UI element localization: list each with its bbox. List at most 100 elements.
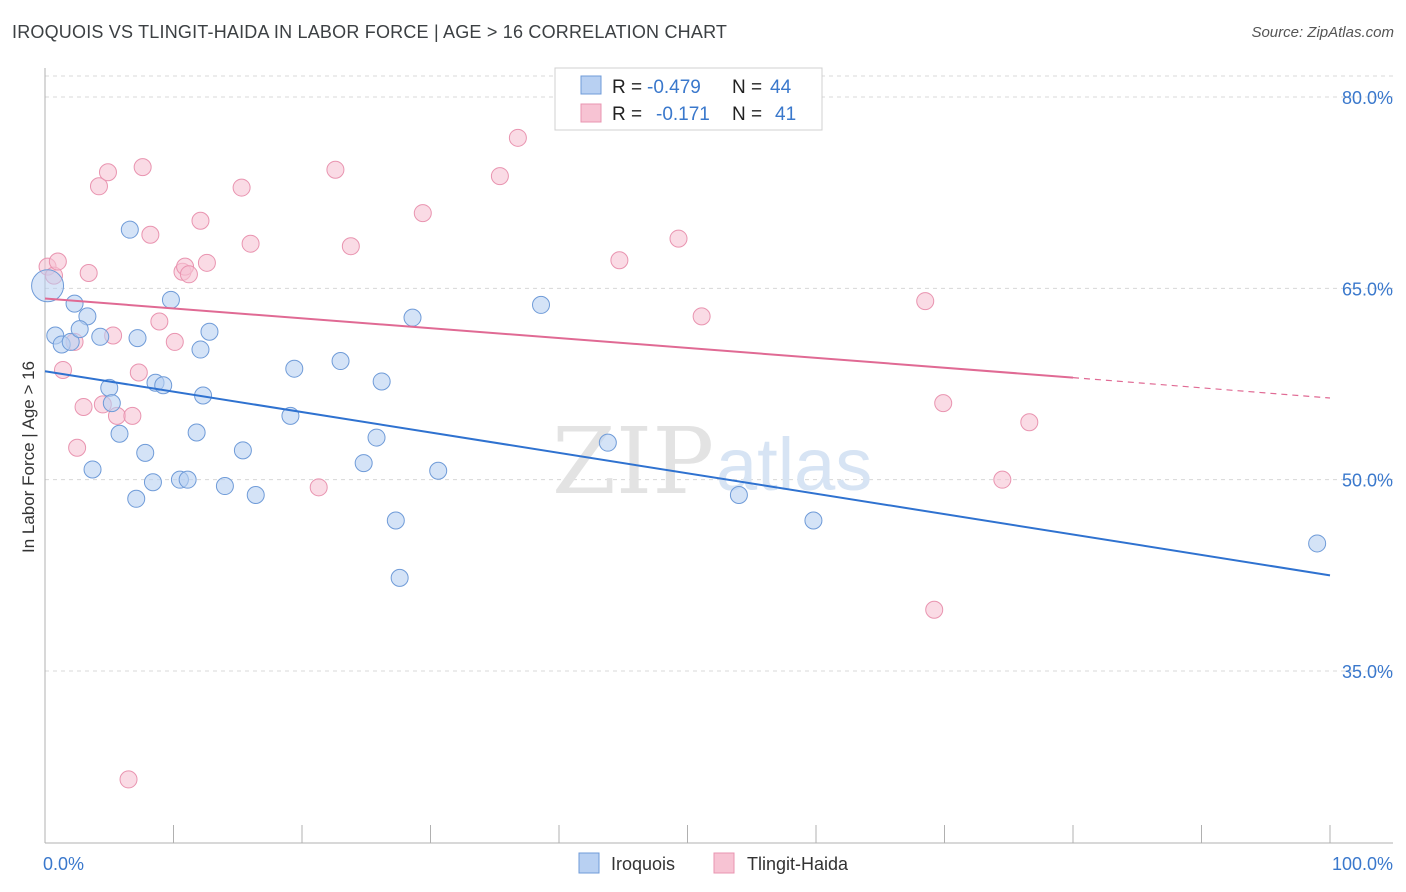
tlingit-haida-point [79,264,98,283]
iroquois-point [70,320,89,339]
tlingit-haida-point [309,478,328,497]
y-tick-labels: 35.0% 50.0% 65.0% 80.0% [1342,88,1393,682]
tlingit-haida-point [141,225,160,244]
tlingit-haida-point [133,158,152,177]
tlingit-haida-point [179,265,198,284]
iroquois-point [804,511,823,530]
tlingit-haida-points [38,128,1039,789]
tlingit-haida-point [341,237,360,256]
axes [44,68,1393,844]
iroquois-point [61,332,80,351]
iroquois-point [233,441,252,460]
tlingit-haida-point [150,312,169,331]
tlingit-haida-point [1020,413,1039,432]
x-tick-label-100: 100.0% [1332,854,1393,874]
tlingit-haida-point [692,307,711,326]
watermark: ZIP atlas [552,408,872,515]
iroquois-point [187,423,206,442]
y-tick-label-35: 35.0% [1342,662,1393,682]
iroquois-point [102,394,121,413]
tlingit-haida-point [119,770,138,789]
x-tick-labels: 0.0% 100.0% [43,854,1393,874]
tlingit-haida-point [925,600,944,619]
tlingit-haida-point [934,394,953,413]
tlingit-haida-point [129,363,148,382]
iroquois-point [31,269,65,303]
iroquois-point [161,290,180,309]
tlingit-haida-trend-line [44,297,1074,379]
iroquois-point [386,511,405,530]
iroquois-point [200,322,219,341]
tlingit-haida-point [74,397,93,416]
tlingit-haida-point [610,251,629,270]
legend-swatch-tlingit-haida [580,103,602,123]
tlingit-haida-point [89,177,108,196]
tlingit-haida-point [413,204,432,223]
watermark-zip: ZIP [552,408,714,515]
bottom-legend-swatch-iroquois [578,852,600,874]
iroquois-point [331,352,350,371]
legend-swatch-iroquois [580,75,602,95]
tlingit-haida-point [241,234,260,253]
iroquois-point [1308,534,1327,553]
iroquois-point [285,359,304,378]
iroquois-point [532,295,551,314]
legend-n-value-iroquois: 44 [770,77,792,98]
bottom-legend-swatch-tlingit-haida [713,852,735,874]
iroquois-point [178,470,197,489]
y-tick-label-80: 80.0% [1342,88,1393,108]
tlingit-haida-point [123,406,142,425]
tlingit-haida-point [191,211,210,230]
bottom-legend: Iroquois Tlingit-Haida [578,852,849,874]
iroquois-point [83,460,102,479]
tlingit-haida-point [916,292,935,311]
iroquois-point [598,433,617,452]
iroquois-point [91,327,110,346]
iroquois-point [128,329,147,348]
tlingit-haida-point [68,438,87,457]
bottom-legend-label-tlingit-haida: Tlingit-Haida [747,854,849,874]
iroquois-point [120,220,139,239]
legend-r-label-iroquois: R = [612,77,642,98]
tlingit-haida-point [508,128,527,147]
chart-title: IROQUOIS VS TLINGIT-HAIDA IN LABOR FORCE… [12,22,728,42]
bottom-legend-label-iroquois: Iroquois [611,854,675,874]
tlingit-haida-point [326,160,345,179]
legend-n-label-iroquois: N = [732,77,762,98]
iroquois-point [143,473,162,492]
legend-n-value-tlingit-haida: 41 [775,104,796,125]
legend-r-label-tlingit-haida: R = [612,104,642,125]
iroquois-point [354,454,373,473]
iroquois-point [110,424,129,443]
tlingit-haida-point [165,332,184,351]
iroquois-point [390,568,409,587]
iroquois-point [246,485,265,504]
legend-r-value-tlingit-haida: -0.171 [656,104,710,125]
tlingit-haida-point [993,470,1012,489]
y-tick-label-50: 50.0% [1342,471,1393,491]
iroquois-point [127,489,146,508]
legend-r-value-iroquois: -0.479 [647,77,701,98]
iroquois-point [136,443,155,462]
iroquois-point [729,485,748,504]
legend: R = -0.479 N = 44 R = -0.171 N = 41 [554,67,823,131]
tlingit-haida-point [98,163,117,182]
iroquois-point [403,308,422,327]
tlingit-haida-trend-extension [1072,377,1331,399]
grid-lines [45,75,1393,672]
tlingit-haida-point [490,167,509,186]
tlingit-haida-point [232,178,251,197]
iroquois-point [367,428,386,447]
iroquois-point [372,372,391,391]
iroquois-point [215,477,234,496]
tlingit-haida-point [669,229,688,248]
y-axis-label: In Labor Force | Age > 16 [19,361,38,553]
legend-n-label-tlingit-haida: N = [732,104,762,125]
y-tick-label-65: 65.0% [1342,279,1393,299]
tlingit-haida-point [48,252,67,271]
iroquois-trend-line [44,370,1331,577]
x-tick-label-0: 0.0% [43,854,84,874]
iroquois-point [429,461,448,480]
trend-lines [44,297,1331,577]
